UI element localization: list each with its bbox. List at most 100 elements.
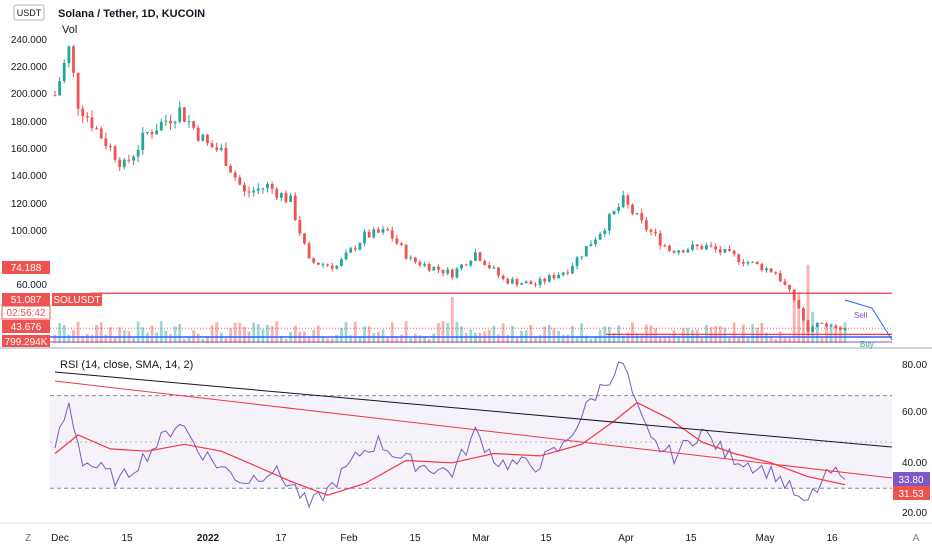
candle-body xyxy=(182,107,186,122)
candle-body xyxy=(326,264,329,266)
candle-body xyxy=(427,264,431,271)
candle-body xyxy=(474,252,477,261)
volume-bar xyxy=(224,337,228,343)
candle-body xyxy=(668,245,671,251)
candle-body xyxy=(113,146,117,160)
candle-body xyxy=(681,250,685,253)
volume-bar xyxy=(640,335,644,343)
candle-body xyxy=(90,117,94,129)
candle-body xyxy=(376,229,380,233)
price-tick: 100.000 xyxy=(11,226,48,237)
candle-body xyxy=(252,190,256,193)
candle-body xyxy=(510,279,514,284)
projection-drawing xyxy=(844,299,893,341)
volume-bar xyxy=(589,338,593,343)
volume-bar xyxy=(501,323,505,343)
price-tick: 60.000 xyxy=(16,280,47,291)
candle-body xyxy=(691,244,694,250)
volume-bar xyxy=(728,337,731,343)
currency-badge[interactable]: USDT xyxy=(17,8,42,18)
volume-bar xyxy=(381,329,385,343)
candle-body xyxy=(529,281,533,285)
price-tag-low-label: 43.676 xyxy=(11,322,42,333)
candle-body xyxy=(658,233,662,246)
candle-body xyxy=(95,128,98,130)
candle-body xyxy=(751,261,755,263)
candle-body xyxy=(275,188,279,198)
candle-body xyxy=(437,266,440,270)
candle-body xyxy=(196,127,200,141)
rsi-value-tag[interactable] xyxy=(893,472,930,486)
candle-body xyxy=(266,183,269,189)
volume-bar xyxy=(76,321,80,343)
volume-bar xyxy=(566,334,570,343)
volume-bar xyxy=(243,326,246,343)
candle-body xyxy=(520,283,524,285)
volume-bar xyxy=(349,335,353,343)
volume-bar xyxy=(603,326,607,343)
price-tag-last[interactable] xyxy=(2,293,50,306)
volume-bar xyxy=(751,324,755,343)
candle-body xyxy=(635,213,639,215)
time-label: 2022 xyxy=(197,533,220,544)
price-tick: 200.000 xyxy=(11,89,48,100)
volume-bar xyxy=(677,335,681,343)
candle-body xyxy=(700,246,704,250)
candle-body xyxy=(580,256,584,258)
auto-scale-icon[interactable]: A xyxy=(913,533,920,544)
candle-body xyxy=(584,246,588,257)
rsi-ma-tag[interactable] xyxy=(893,486,930,500)
countdown-tag[interactable] xyxy=(1,305,51,320)
volume-bar xyxy=(769,335,773,343)
buy-label: Buy xyxy=(860,340,874,349)
volume-bar xyxy=(441,321,445,343)
price-tag-resistance-label: 74.188 xyxy=(11,263,42,274)
price-tag-resistance[interactable] xyxy=(2,261,50,274)
volume-bar xyxy=(109,327,112,343)
volume-bar xyxy=(118,327,122,343)
candle-body xyxy=(423,264,426,266)
candle-body xyxy=(395,238,399,244)
candle-body xyxy=(460,264,463,269)
time-label: 17 xyxy=(275,533,287,544)
candle-body xyxy=(187,121,191,123)
zoom-icon[interactable]: Z xyxy=(25,533,31,544)
candle-body xyxy=(284,193,288,202)
volume-tag[interactable] xyxy=(2,335,50,347)
candle-body xyxy=(178,107,182,122)
candle-body xyxy=(155,130,159,135)
candle-body xyxy=(141,132,145,150)
volume-bar xyxy=(797,292,801,343)
projection-line xyxy=(844,299,893,341)
candle-body xyxy=(367,231,371,238)
volume-bar xyxy=(612,333,616,343)
volume-bar xyxy=(469,329,473,343)
candle-body xyxy=(432,266,436,271)
candle-body xyxy=(173,121,177,124)
candle-body xyxy=(746,262,750,264)
price-tag-low[interactable] xyxy=(2,320,50,333)
volume-bar xyxy=(668,336,671,343)
candle-body xyxy=(617,207,621,211)
volume-bar xyxy=(266,324,269,343)
volume-bar xyxy=(53,334,57,343)
rsi-value-tag-label: 33.80 xyxy=(898,475,923,486)
candle-body xyxy=(464,264,468,266)
currency-badge-frame[interactable] xyxy=(13,4,45,21)
symbol-tag[interactable] xyxy=(52,293,102,306)
volume-bar xyxy=(58,323,62,343)
volume-bar xyxy=(621,335,625,343)
candle-body xyxy=(589,244,593,247)
candle-body xyxy=(543,278,547,282)
volume-bar xyxy=(335,334,339,343)
volume-bar xyxy=(206,337,209,343)
time-label: Mar xyxy=(472,533,490,544)
candle-body xyxy=(349,248,353,253)
volume-bar xyxy=(229,328,232,343)
volume-bar xyxy=(210,325,214,343)
candle-body xyxy=(233,172,237,178)
volume-bar xyxy=(395,337,399,343)
volume-bar xyxy=(196,333,200,343)
candle-body xyxy=(256,188,260,191)
